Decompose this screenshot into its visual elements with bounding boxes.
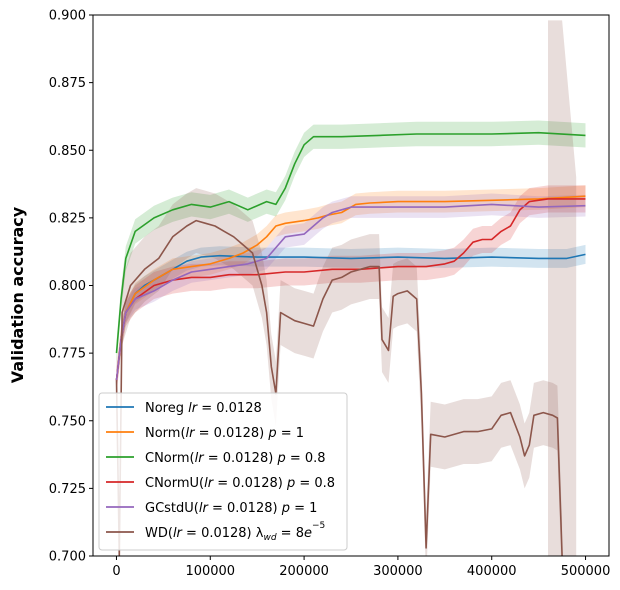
band-extra-series-5 — [548, 20, 577, 556]
x-tick-label: 500000 — [561, 564, 611, 579]
legend-box — [98, 392, 348, 551]
y-axis: 0.700 0.725 0.750 0.775 0.800 0.825 0.850 0.875… — [49, 9, 93, 565]
y-tick-label: 0.750 — [49, 414, 86, 429]
legend-label-5: WD(lr = 0.0128) λwd = 8e−5 — [145, 521, 325, 543]
y-tick-label: 0.875 — [49, 76, 86, 91]
line-series-5 — [115, 219, 563, 556]
y-tick-label: 0.725 — [49, 482, 86, 497]
legend: Noreg lr = 0.0128 Norm(lr = 0.0128) p = 1… — [98, 392, 348, 551]
y-tick-label: 0.825 — [49, 211, 86, 226]
legend-label-3: CNormU(lr = 0.0128) p = 0.8 — [145, 476, 335, 491]
x-axis: 0 100000 200000 300000 400000 500000 — [112, 556, 610, 579]
band-series-1 — [116, 185, 586, 391]
line-series-4 — [115, 203, 586, 381]
x-tick-label: 300000 — [373, 564, 423, 579]
x-tick-label: 400000 — [467, 564, 517, 579]
legend-label-0: Noreg lr = 0.0128 — [145, 401, 262, 416]
band-series-5 — [116, 188, 563, 556]
line-series-1 — [115, 195, 586, 381]
series-lines — [115, 131, 586, 556]
legend-label-1: Norm(lr = 0.0128) p = 1 — [145, 426, 304, 441]
y-tick-label: 0.800 — [49, 279, 86, 294]
y-tick-label: 0.900 — [49, 9, 86, 24]
y-axis-label: Validation accuracy — [8, 206, 27, 383]
legend-label-2: CNorm(lr = 0.0128) p = 0.8 — [145, 451, 326, 466]
y-tick-label: 0.775 — [49, 347, 86, 362]
band-series-0 — [116, 244, 586, 390]
y-tick-label: 0.700 — [49, 550, 86, 565]
confidence-bands — [116, 20, 586, 556]
y-tick-label: 0.850 — [49, 144, 86, 159]
x-tick-label: 100000 — [185, 564, 235, 579]
line-series-2 — [115, 131, 586, 354]
band-series-4 — [116, 193, 586, 391]
x-tick-label: 200000 — [279, 564, 329, 579]
band-series-3 — [116, 185, 586, 394]
legend-label-4: GCstdU(lr = 0.0128) p = 1 — [145, 501, 317, 516]
x-tick-label: 0 — [112, 564, 120, 579]
